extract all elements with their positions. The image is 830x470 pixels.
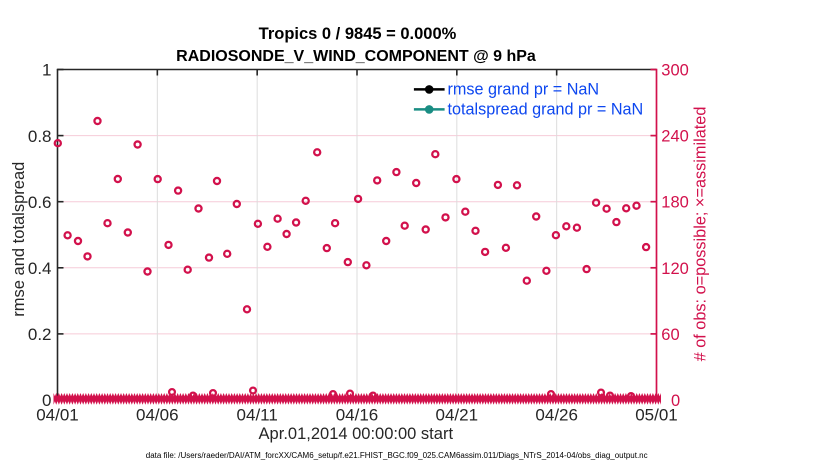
svg-text:240: 240 (661, 128, 689, 146)
svg-text:0.4: 0.4 (28, 259, 52, 278)
svg-text:60: 60 (661, 326, 679, 344)
svg-text:0.8: 0.8 (28, 127, 52, 146)
svg-text:RADIOSONDE_V_WIND_COMPONENT @: RADIOSONDE_V_WIND_COMPONENT @ 9 hPa (176, 48, 536, 65)
svg-text:0.2: 0.2 (28, 325, 52, 344)
svg-text:04/01: 04/01 (36, 405, 79, 424)
svg-text:180: 180 (661, 194, 689, 212)
svg-text:Apr.01,2014 00:00:00 start: Apr.01,2014 00:00:00 start (259, 425, 454, 443)
svg-text:data file: /Users/raeder/DAI/A: data file: /Users/raeder/DAI/ATM_forcXX/… (146, 451, 648, 460)
svg-text:0.6: 0.6 (28, 193, 52, 212)
svg-text:120: 120 (661, 260, 689, 278)
svg-text:04/21: 04/21 (436, 405, 479, 424)
svg-text:rmse grand pr = NaN: rmse grand pr = NaN (448, 81, 600, 99)
svg-text:# of obs: o=possible; ×=assimi: # of obs: o=possible; ×=assimilated (692, 107, 710, 362)
svg-text:04/16: 04/16 (336, 405, 379, 424)
svg-text:rmse and totalspread: rmse and totalspread (10, 162, 28, 317)
svg-text:0: 0 (42, 391, 51, 410)
svg-text:04/06: 04/06 (136, 405, 179, 424)
svg-text:04/26: 04/26 (535, 405, 578, 424)
svg-text:0: 0 (671, 392, 680, 410)
svg-text:Tropics 0 / 9845 = 0.000%: Tropics 0 / 9845 = 0.000% (259, 25, 457, 43)
svg-text:05/01: 05/01 (635, 405, 678, 424)
svg-text:300: 300 (661, 62, 689, 80)
svg-text:04/11: 04/11 (237, 405, 278, 424)
svg-text:totalspread grand pr = NaN: totalspread grand pr = NaN (448, 101, 644, 119)
svg-text:1: 1 (42, 61, 51, 80)
